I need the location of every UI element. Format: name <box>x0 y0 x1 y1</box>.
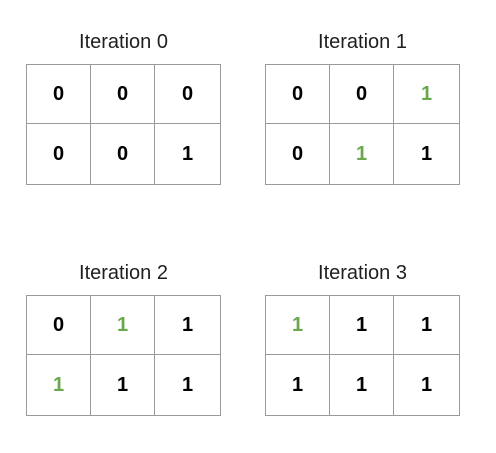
grid: 0 0 0 0 0 1 <box>26 64 221 185</box>
grid-cell: 1 <box>394 65 459 124</box>
grid-cell: 1 <box>330 124 394 184</box>
panel-title: Iteration 3 <box>318 262 407 284</box>
grid: 0 1 1 1 1 1 <box>26 295 221 416</box>
grid-cell: 0 <box>27 124 91 184</box>
grid-cell: 0 <box>27 65 91 124</box>
grid-cell: 0 <box>91 124 155 184</box>
panel-title: Iteration 1 <box>318 31 407 53</box>
grid-cell: 1 <box>266 355 330 415</box>
grid-cell: 0 <box>266 124 330 184</box>
grid-cell: 1 <box>420 142 433 165</box>
grid-cell: 0 <box>266 65 330 124</box>
grid-cell: 1 <box>155 296 220 355</box>
grid: 1 1 1 1 1 1 <box>265 295 460 416</box>
grid-cell: 1 <box>266 296 330 355</box>
grid-cell: 0 <box>91 65 155 124</box>
grid-cell: 0 <box>330 65 394 124</box>
grid-cell: 1 <box>181 142 194 165</box>
grid-cell: 1 <box>420 373 433 396</box>
grid-cell: 1 <box>330 355 394 415</box>
grid-cell: 1 <box>394 296 459 355</box>
grid: 0 0 1 0 1 1 <box>265 64 460 185</box>
grid-cell: 1 <box>27 355 91 415</box>
grid-cell: 1 <box>330 296 394 355</box>
grid-cell: 0 <box>27 296 91 355</box>
panel-title: Iteration 2 <box>79 262 168 284</box>
grid-cell: 1 <box>181 373 194 396</box>
grid-cell: 0 <box>155 65 220 124</box>
panel-title: Iteration 0 <box>79 31 168 53</box>
grid-cell: 1 <box>91 296 155 355</box>
grid-cell: 1 <box>91 355 155 415</box>
